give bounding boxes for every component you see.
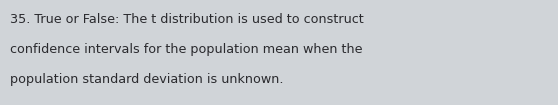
Text: 35. True or False: The t distribution is used to construct: 35. True or False: The t distribution is… [10,13,364,26]
Text: population standard deviation is unknown.: population standard deviation is unknown… [10,74,283,87]
Text: confidence intervals for the population mean when the: confidence intervals for the population … [10,43,363,56]
